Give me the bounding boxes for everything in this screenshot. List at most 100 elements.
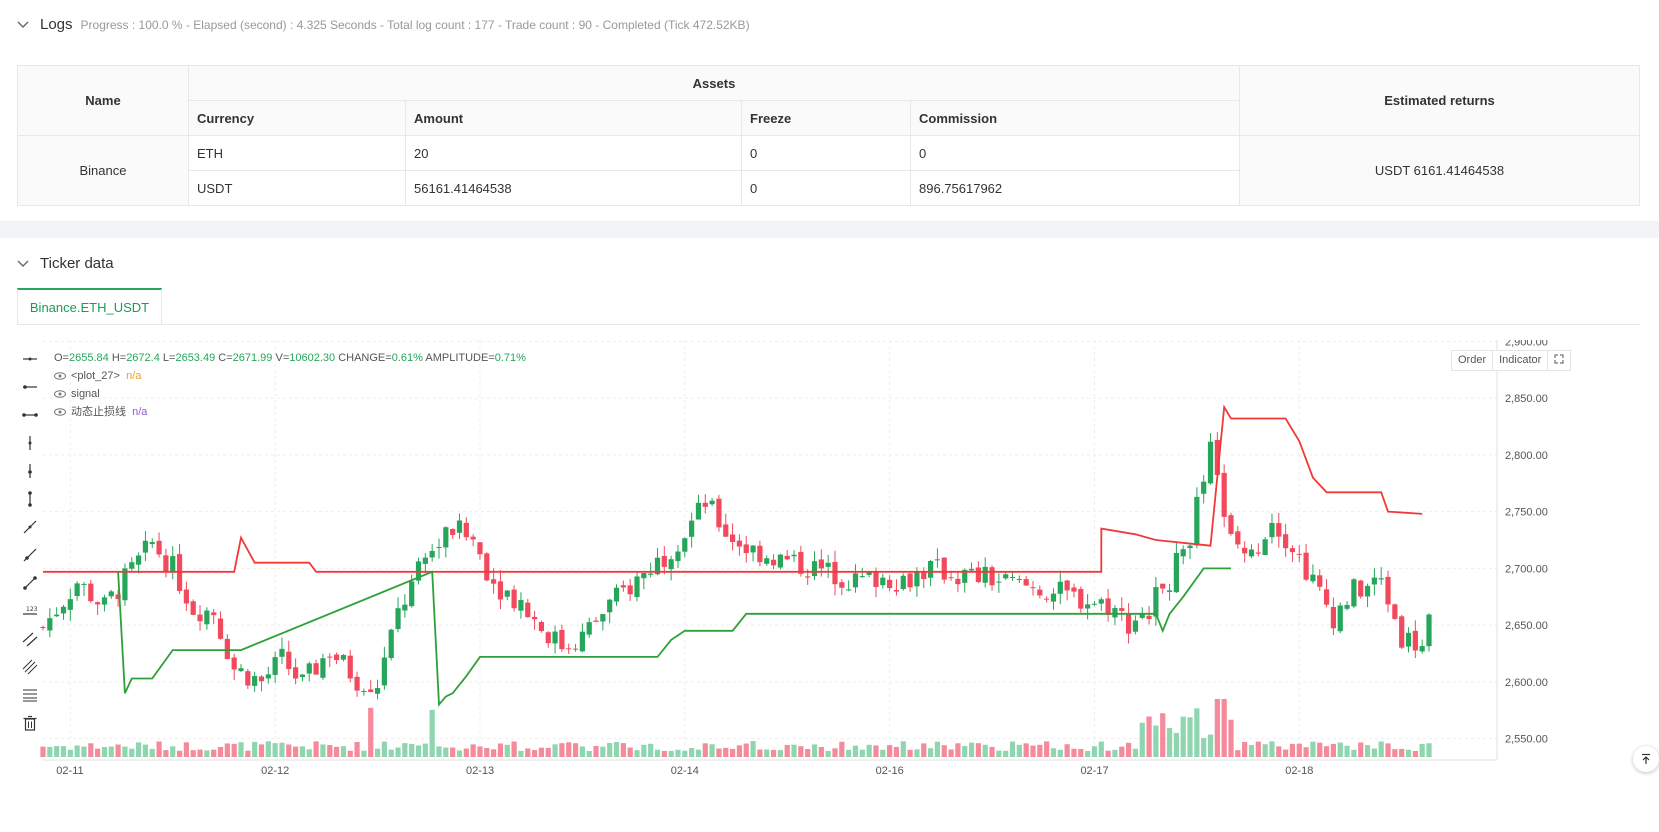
candle-body [1351,579,1357,607]
volume-bar [54,746,60,757]
volume-bar [955,743,961,757]
eye-icon[interactable] [54,372,66,380]
candle-body [135,555,142,565]
segment-line-icon[interactable] [17,569,43,597]
horizontal-segment-icon[interactable] [17,401,43,429]
candle-body [67,599,73,610]
row-currency: USDT [188,170,406,206]
volume-bar [156,741,162,757]
volume-bar [873,745,879,757]
vertical-segment-icon[interactable] [17,485,43,513]
candle-body [497,581,504,600]
candle-body [1399,616,1405,648]
volume-bar [1221,699,1227,757]
candle-body [163,555,169,573]
candle-body [313,663,319,675]
volume-bar [60,746,67,757]
volume-bar [1399,748,1405,757]
volume-bar [846,749,852,757]
vertical-line-icon[interactable] [17,429,43,457]
trash-icon[interactable] [17,709,43,737]
candle-body [129,562,135,569]
row-freeze: 0 [741,170,911,206]
scroll-top-icon[interactable] [1633,746,1659,772]
candle-body [1194,496,1200,546]
volume-bar [777,750,783,757]
candle-body [1269,522,1275,538]
y-tick-label: 2,650.00 [1505,620,1548,632]
candle-body [846,589,852,591]
volume-bar [1105,750,1111,757]
tab-binance-eth-usdt[interactable]: Binance.ETH_USDT [17,288,162,325]
volume-bar [1085,750,1091,757]
fib-channel-icon[interactable] [17,653,43,681]
y-tick-label: 2,700.00 [1505,563,1548,575]
indicator-button[interactable]: Indicator [1492,350,1549,371]
candle-body [1139,614,1145,618]
volume-bar [1255,741,1261,757]
volume-bar [1071,748,1077,757]
eye-icon[interactable] [54,390,66,398]
volume-bar [518,750,524,757]
volume-bar [1214,699,1220,757]
candle-body [900,575,906,590]
estimated-returns: USDT 6161.41464538 [1239,135,1640,206]
fullscreen-icon[interactable] [1547,350,1572,371]
x-tick-label: 02-16 [876,765,904,777]
volume-bar [893,746,900,757]
table-row: Binance ETH 20 0 0 USDT 6161.41464538 [17,135,1640,206]
candle-body [1160,583,1166,589]
logs-title: Logs [40,16,73,33]
candle-body [327,656,333,658]
ray-line-icon[interactable] [17,541,43,569]
chevron-down-icon[interactable] [16,18,30,32]
eye-icon[interactable] [54,408,66,416]
candle-body [1009,576,1016,578]
volume-bar [1044,741,1050,757]
vertical-ray-icon[interactable] [17,457,43,485]
candle-body [484,553,490,581]
candle-body [156,540,162,555]
trend-line-icon[interactable] [17,513,43,541]
candle-body [716,498,722,528]
volume-bar [204,750,210,757]
price-chart[interactable]: 2,900.00 2,850.00 2,800.00 2,750.00 2,700.00… [17,340,1659,832]
volume-bar [559,743,565,757]
low-value: 2653.49 [175,352,216,364]
volume-bar [1119,746,1125,757]
candle-body [491,579,497,584]
horizontal-ray-icon[interactable] [17,373,43,401]
chevron-down-icon[interactable] [16,257,30,271]
legend-row-stop: 动态止损线 n/a [54,403,526,421]
volume-bar [887,745,893,757]
amount-header: Amount [405,100,742,136]
open-value: 2655.84 [68,352,109,364]
candle-body [381,657,387,686]
candle-body [1310,574,1316,582]
price-line-icon[interactable]: 123 [17,597,43,625]
candle-body [95,602,101,605]
volume-bar [170,746,176,757]
volume-bar [572,743,579,757]
volume-bar [40,746,46,757]
candle-body [231,657,237,670]
volume-bar [1009,741,1016,757]
parallel-channel-icon[interactable] [17,625,43,653]
stop-line-label: 动态止损线 [71,406,126,418]
candle-body [921,572,927,580]
y-tick-label: 2,800.00 [1505,450,1548,462]
row-amount: 20 [405,135,742,171]
candle-body [1071,587,1077,592]
high-value: 2672.4 [126,352,160,364]
fib-levels-icon[interactable] [17,681,43,709]
ticker-header[interactable]: Ticker data [16,255,114,272]
row-currency: ETH [188,135,406,171]
volume-bar [163,750,169,757]
horizontal-line-icon[interactable] [17,345,43,373]
volume-bar [258,744,265,757]
volume-bar [982,744,988,757]
order-button[interactable]: Order [1451,350,1494,371]
candle-body [634,576,640,597]
logs-header[interactable]: Logs Progress : 100.0 % - Elapsed (secon… [16,16,750,33]
volume-bar [805,749,811,757]
